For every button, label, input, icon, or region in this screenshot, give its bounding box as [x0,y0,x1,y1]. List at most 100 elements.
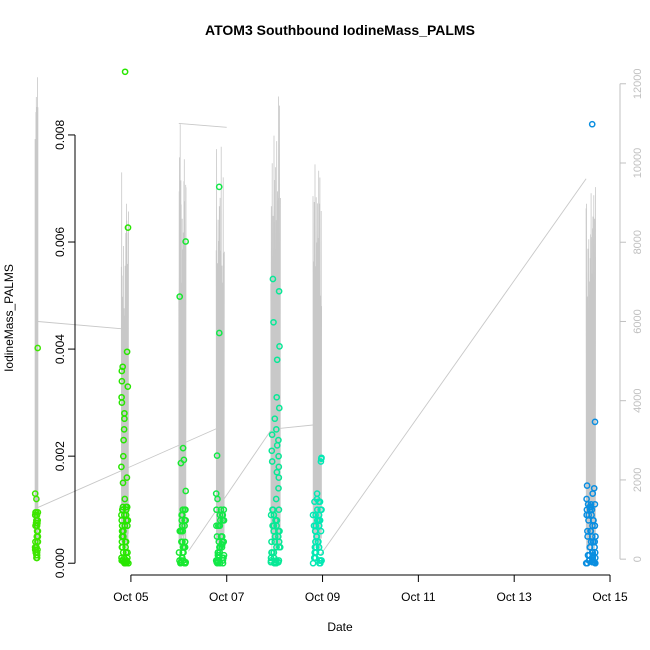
secondary-y-tick-label: 0 [632,556,644,562]
data-point [179,506,187,514]
data-point [271,415,279,423]
data-point [122,538,130,546]
data-point [275,287,283,295]
data-point [317,458,325,465]
data-point [220,506,228,514]
data-point [583,482,591,489]
data-point [591,500,599,508]
data-point [583,495,590,503]
data-point [269,275,277,283]
data-point [269,506,276,514]
data-point [270,318,277,326]
x-tick-label: Oct 15 [592,590,628,604]
data-point [213,506,220,514]
altitude-trace-flight-1 [34,77,39,552]
altitude-trace-flight-7 [585,187,596,555]
data-point [123,348,131,356]
data-point [182,506,189,514]
altitude-ferry-leg-4 [188,428,273,552]
data-point [276,527,283,535]
altitude-trace-group [34,77,596,556]
data-point [275,463,283,471]
data-point [120,436,127,444]
data-point [313,490,321,497]
data-point [273,393,281,401]
y-tick-label: 0.008 [53,120,67,150]
data-point [275,452,282,460]
data-point [182,238,190,245]
secondary-y-tick-label: 12000 [632,69,644,100]
data-point [591,418,599,426]
data-point [268,538,275,546]
altitude-trace-flight-3 [178,124,187,556]
y-tick-label: 0.000 [53,548,67,578]
data-point [178,538,186,546]
data-point [212,490,220,497]
altitude-ferry-leg-6 [319,178,587,556]
y-tick-label: 0.002 [53,441,67,471]
data-point [276,343,283,350]
data-point [121,68,129,76]
data-point [123,474,131,481]
data-point [118,377,126,385]
x-tick-label: Oct 13 [497,590,533,604]
data-point [213,452,221,459]
data-point [213,522,220,530]
data-point [119,503,127,511]
data-point [317,455,325,463]
data-point [32,509,40,516]
data-point [590,484,598,492]
data-point [269,522,276,530]
data-point [213,533,221,540]
secondary-y-tick-label: 2000 [632,468,644,492]
y-tick-label: 0.006 [53,227,67,257]
altitude-ferry-leg-3 [178,122,227,128]
data-point [182,487,190,495]
data-point [118,393,125,401]
data-point [31,490,39,497]
x-tick-label: Oct 07 [209,590,245,604]
data-point [122,503,130,511]
altitude-ferry-leg-2 [37,427,218,509]
data-point [34,344,42,352]
data-point [310,522,318,530]
data-point [584,527,591,535]
data-point [272,517,280,524]
data-point [119,452,127,460]
y-tick-label: 0.004 [53,334,67,364]
secondary-y-tick-label: 4000 [632,388,644,412]
data-point [182,517,190,524]
data-point [275,436,282,444]
x-tick-label: Oct 05 [113,590,149,604]
data-point [124,383,132,390]
data-point [270,549,278,556]
x-axis-label: Date [327,620,353,634]
data-point [215,329,223,337]
altitude-ferry-leg-1 [37,321,129,330]
data-point [175,549,183,556]
plot-area [75,60,620,575]
altitude-ferry-leg-5 [279,424,318,429]
data-point [272,426,280,433]
data-point [268,458,276,465]
data-point [588,120,596,128]
data-point [275,484,282,492]
data-point [124,224,132,231]
data-point [268,447,276,455]
data-point [176,293,184,300]
data-point [118,367,126,375]
x-tick-label: Oct 09 [305,590,341,604]
data-points-group [31,68,599,567]
data-point [121,495,129,503]
axes-group: 0.000 0.002 0.004 0.006 0.008 Oct 05 Oct 07 Oct… [53,60,644,604]
y-axis-label: IodineMass_PALMS [2,264,16,372]
secondary-y-tick-label: 6000 [632,309,644,333]
data-point [272,495,280,503]
data-point [217,533,225,540]
data-point [275,404,283,412]
secondary-y-tick-label: 10000 [632,148,644,179]
data-point [309,559,317,567]
data-point [181,538,189,546]
